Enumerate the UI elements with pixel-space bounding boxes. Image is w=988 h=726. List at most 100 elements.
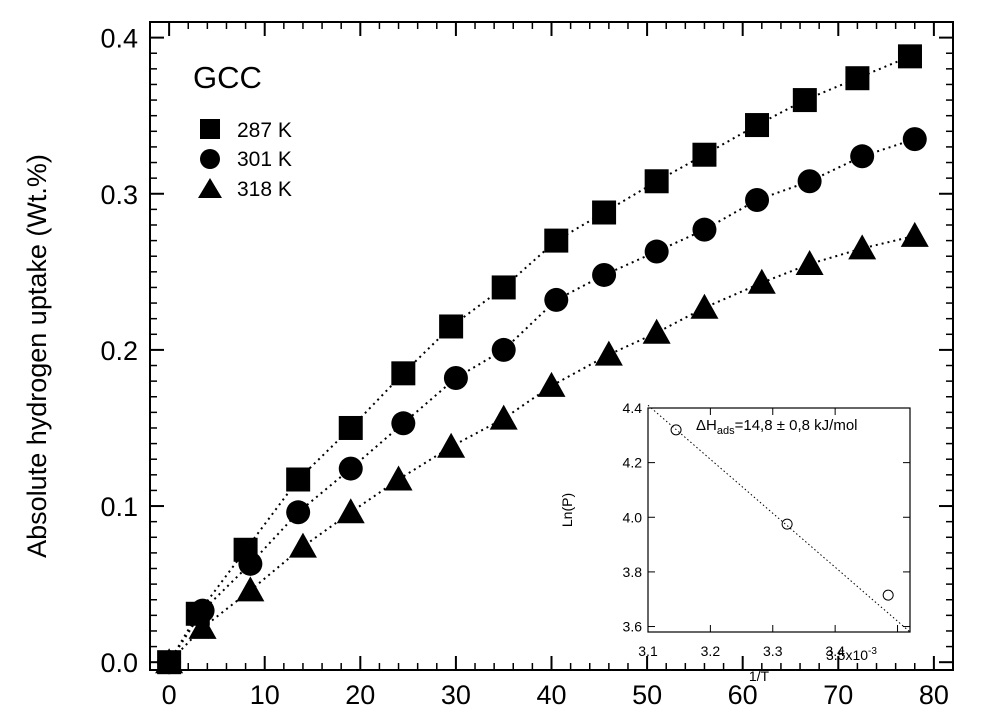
main-axis-ticks — [149, 22, 954, 670]
main-y-tick-label: 0.4 — [100, 24, 138, 54]
inset-x-tick-label: 3.1 — [638, 643, 658, 659]
data-point-square — [692, 142, 717, 167]
inset-axis-ticks — [647, 407, 910, 632]
data-point-triangle — [537, 371, 566, 397]
data-point-triangle — [642, 318, 671, 344]
data-point-triangle — [690, 293, 719, 319]
data-point-square — [391, 361, 416, 386]
data-point-triangle — [848, 234, 877, 260]
data-point-circle — [238, 551, 263, 576]
data-point-circle — [745, 188, 770, 213]
main-x-tick-labels: 0 10 20 30 40 50 60 70 80 — [162, 680, 949, 710]
main-fit-lines — [168, 55, 916, 663]
data-point-circle — [491, 337, 516, 362]
data-point-circle — [338, 456, 363, 481]
inset-plot: 3.1 3.2 3.3 3.4 3.6 3.8 4.0 4.2 4.4 3.5x10-3 1/… — [559, 398, 934, 684]
legend-label-301k: 301 K — [237, 148, 292, 171]
main-y-tick-labels: 0.0 0.1 0.2 0.3 0.4 — [100, 24, 138, 679]
main-y-tick-label: 0.0 — [100, 648, 138, 678]
inset-x-tick-label: 3.3 — [763, 643, 783, 659]
data-point-circle — [850, 144, 875, 169]
data-point-triangle — [795, 250, 824, 276]
inset-x-tick-label: 3.2 — [701, 643, 721, 659]
data-point-circle — [692, 217, 717, 242]
data-point-square — [592, 200, 617, 225]
data-point-circle — [286, 500, 311, 525]
inset-y-tick-label: 4.2 — [623, 455, 643, 471]
data-point-triangle — [437, 432, 466, 458]
legend: 287 K 301 K 318 K — [198, 119, 292, 201]
main-chart-title: GCC — [193, 60, 262, 95]
data-point-square — [439, 314, 464, 339]
data-point-triangle — [336, 498, 365, 524]
inset-y-tick-label: 3.8 — [623, 564, 643, 580]
main-x-tick-label: 70 — [823, 680, 853, 710]
legend-label-287k: 287 K — [237, 119, 292, 142]
inset-data-points — [670, 424, 894, 601]
data-point-triangle — [900, 221, 929, 247]
main-x-tick-label: 10 — [250, 680, 280, 710]
data-point-triangle — [594, 340, 623, 366]
main-x-tick-label: 30 — [441, 680, 471, 710]
inset-frame — [647, 407, 911, 633]
data-point-square — [745, 113, 770, 138]
data-point-circle — [644, 239, 669, 264]
main-y-tick-label: 0.2 — [100, 336, 138, 366]
data-point-triangle — [236, 576, 265, 602]
inset-plot-border — [647, 407, 911, 633]
data-point-triangle — [747, 268, 776, 294]
data-point-triangle — [489, 404, 518, 430]
inset-y-tick-label: 3.6 — [623, 619, 643, 635]
fit-line-circle — [168, 138, 916, 663]
fit-line-triangle — [168, 234, 916, 663]
data-point-circle — [443, 366, 468, 391]
inset-x-axis-title: 1/T — [749, 668, 770, 684]
legend-label-318k: 318 K — [237, 178, 292, 201]
inset-data-point — [670, 424, 682, 436]
data-point-triangle — [384, 465, 413, 491]
data-point-triangle — [188, 613, 217, 639]
main-data-markers — [155, 44, 929, 675]
main-x-tick-label: 60 — [728, 680, 758, 710]
data-point-circle — [190, 598, 215, 623]
data-point-triangle — [155, 648, 184, 674]
data-point-circle — [797, 169, 822, 194]
data-point-square — [491, 275, 516, 300]
main-x-tick-label: 80 — [919, 680, 949, 710]
inset-fit-line — [647, 404, 911, 633]
data-point-square — [897, 44, 922, 69]
main-y-tick-label: 0.1 — [100, 492, 138, 522]
legend-marker-circle — [200, 149, 220, 169]
inset-x-tick-label-3.5: 3.5x10-3 — [826, 646, 877, 663]
inset-data-point — [882, 589, 894, 601]
data-point-circle — [592, 262, 617, 287]
inset-y-tick-label: 4.4 — [623, 400, 643, 416]
data-point-circle — [902, 127, 927, 152]
main-y-axis-title: Absolute hydrogen uptake (Wt.%) — [22, 154, 52, 558]
inset-annotation: ΔHads=14,8 ± 0,8 kJ/mol — [696, 417, 858, 437]
inset-background — [592, 398, 934, 632]
main-x-tick-label: 50 — [632, 680, 662, 710]
fit-line-square — [168, 55, 911, 663]
inset-y-axis-title: Ln(P) — [559, 493, 575, 527]
main-y-tick-label: 0.3 — [100, 180, 138, 210]
main-x-tick-label: 40 — [536, 680, 566, 710]
inset-y-tick-labels: 3.6 3.8 4.0 4.2 4.4 — [623, 400, 643, 635]
inset-x-tick-label: 3.4 — [825, 643, 845, 659]
data-point-square — [644, 169, 669, 194]
data-point-square — [286, 467, 311, 492]
data-point-triangle — [288, 532, 317, 558]
data-point-square — [544, 228, 569, 253]
data-point-square — [792, 88, 817, 113]
inset-regression-line — [647, 404, 911, 633]
main-x-tick-label: 20 — [345, 680, 375, 710]
data-point-circle — [391, 411, 416, 436]
inset-x-tick-labels: 3.1 3.2 3.3 3.4 — [638, 643, 845, 659]
data-point-circle — [544, 287, 569, 312]
data-point-square — [338, 415, 363, 440]
inset-data-point — [781, 518, 793, 530]
legend-marker-square — [200, 119, 220, 139]
inset-y-tick-label: 4.0 — [623, 509, 643, 525]
